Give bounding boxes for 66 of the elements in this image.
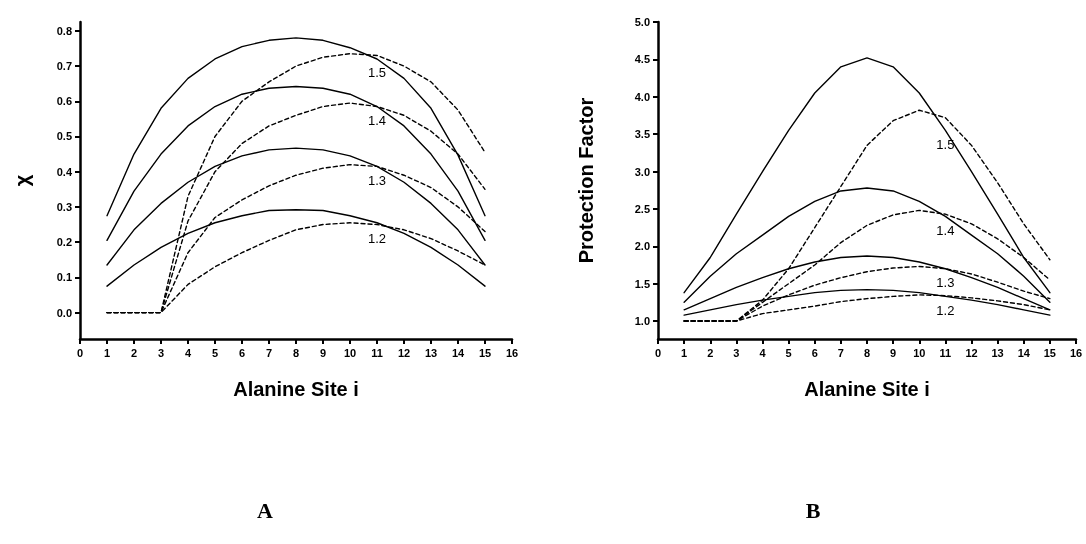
x-tick-label: 7	[837, 346, 844, 359]
x-tick-label: 9	[890, 346, 897, 359]
x-tick-label: 11	[371, 346, 383, 359]
x-tick-label: 3	[733, 346, 740, 359]
annotation: 1.3	[936, 275, 955, 291]
x-tick-label: 3	[157, 346, 165, 359]
x-tick-label: 14	[451, 346, 465, 359]
x-tick-label: 12	[397, 346, 411, 359]
y-tick-label: 1.0	[634, 315, 650, 328]
x-tick-label: 16	[505, 346, 519, 359]
x-tick-label: 15	[1043, 346, 1056, 359]
x-tick-label: 12	[965, 346, 978, 359]
x-tick-label: 5	[211, 346, 219, 359]
x-tick-label: 1	[681, 346, 688, 359]
annotation: 1.2	[367, 231, 387, 247]
x-tick-label: 7	[265, 346, 273, 359]
x-tick-label: 6	[238, 346, 246, 359]
x-tick-label: 2	[130, 346, 138, 359]
x-tick-label: 11	[939, 346, 952, 359]
x-tick-label: 10	[343, 346, 357, 359]
x-tick-label: 4	[184, 346, 192, 359]
x-tick-label: 9	[319, 346, 327, 359]
x-tick-label: 2	[707, 346, 714, 359]
x-tick-label: 8	[292, 346, 300, 359]
annotation: 1.3	[367, 172, 387, 188]
y-tick-label: 0.2	[56, 236, 72, 249]
x-tick-label: 0	[76, 346, 84, 359]
y-tick-label: 5.0	[634, 16, 650, 28]
x-tick-label: 8	[863, 346, 871, 359]
annotation: 1.4	[936, 222, 955, 238]
y-tick-label: 0.8	[56, 24, 72, 37]
x-tick-label: 16	[1069, 346, 1083, 359]
x-tick-label: 14	[1017, 346, 1031, 359]
x-tick-label: 15	[478, 346, 492, 359]
x-axis-title: Alanine Site i	[233, 378, 359, 400]
x-tick-label: 1	[103, 346, 111, 359]
y-tick-label: 0.7	[56, 60, 72, 73]
annotation: 1.5	[936, 136, 955, 152]
y-tick-label: 3.5	[634, 128, 650, 141]
y-tick-label: 1.5	[634, 277, 650, 290]
x-tick-label: 6	[811, 346, 818, 359]
y-tick-label: 4.0	[634, 90, 650, 103]
text: B	[805, 497, 821, 523]
x-tick-label: 5	[785, 346, 792, 359]
y-tick-label: 0.5	[56, 130, 72, 143]
y-tick-label: 0.0	[56, 306, 72, 319]
y-tick-label: 0.6	[56, 95, 72, 108]
x-tick-label: 13	[424, 346, 438, 359]
x-tick-label: 13	[991, 346, 1004, 359]
y-axis-title: Protection Factor	[575, 97, 597, 264]
x-tick-label: 10	[913, 346, 926, 359]
y-axis-title: χ	[11, 174, 33, 187]
x-axis-title: Alanine Site i	[804, 378, 930, 400]
y-tick-label: 2.5	[634, 202, 650, 215]
annotation: 1.4	[367, 113, 387, 129]
annotation: 1.5	[367, 65, 387, 81]
annotation: 1.2	[936, 302, 955, 318]
x-tick-label: 4	[759, 346, 767, 359]
y-tick-label: 2.0	[634, 240, 650, 253]
y-tick-label: 4.5	[634, 53, 650, 66]
y-tick-label: 0.3	[56, 200, 72, 213]
x-tick-label: 0	[654, 346, 662, 359]
text: A	[257, 497, 274, 523]
y-tick-label: 3.0	[634, 165, 650, 178]
y-tick-label: 0.1	[56, 271, 72, 284]
y-tick-label: 0.4	[56, 165, 73, 178]
